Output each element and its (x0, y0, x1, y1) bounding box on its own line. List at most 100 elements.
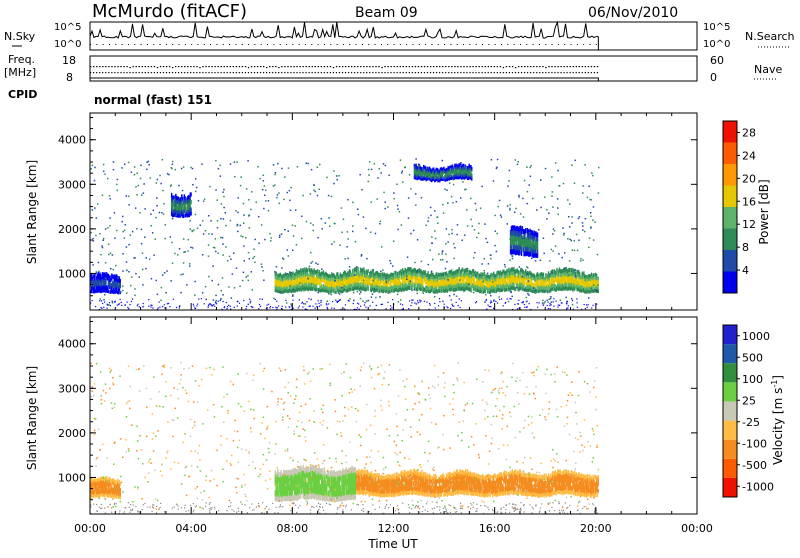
echo-speck (228, 305, 229, 306)
echo-speck (162, 190, 164, 192)
echo-speck (245, 237, 247, 239)
echo-speck (218, 284, 220, 286)
echo-cell (356, 268, 357, 272)
nave-tick-top: 60 (710, 54, 724, 67)
y-tick-label: 4000 (58, 134, 86, 147)
echo-speck (490, 300, 491, 301)
freq-dot (406, 66, 407, 67)
echo-cell (182, 197, 183, 201)
nsearch-dot (254, 44, 255, 45)
echo-speck (320, 302, 322, 304)
echo-cell (335, 290, 336, 293)
echo-speck (365, 228, 367, 230)
freq-dot (412, 66, 413, 67)
echo-speck (164, 307, 165, 308)
freq-dot (184, 66, 185, 67)
nsearch-dot (394, 44, 395, 45)
echo-speck (263, 180, 265, 182)
echo-speck (428, 264, 430, 266)
echo-speck (232, 273, 234, 275)
echo-speck (584, 304, 585, 305)
echo-speck (379, 296, 381, 298)
echo-speck (107, 227, 109, 229)
echo-cell (394, 474, 395, 478)
echo-speck (587, 304, 588, 305)
echo-speck (490, 302, 491, 303)
echo-speck (256, 201, 257, 203)
echo-speck (215, 295, 217, 297)
freq-dot (230, 66, 231, 67)
echo-speck (204, 303, 205, 304)
nave-dot (403, 72, 404, 73)
freq-dot (573, 66, 574, 67)
nave-dot (442, 72, 443, 73)
echo-speck (268, 210, 270, 212)
echo-speck (102, 303, 103, 304)
echo-speck (529, 232, 531, 234)
echo-speck (210, 304, 211, 305)
echo-speck (500, 215, 502, 217)
echo-speck (372, 269, 374, 271)
nave-dot (233, 72, 234, 73)
echo-speck (385, 278, 387, 280)
echo-speck (591, 172, 593, 174)
nsearch-dot (469, 44, 470, 45)
freq-dot (132, 66, 133, 67)
freq-dot (248, 67, 249, 68)
echo-speck (281, 168, 283, 170)
echo-cell (120, 285, 121, 288)
freq-dot (281, 66, 282, 67)
echo-speck (373, 288, 375, 290)
nave-dot (296, 72, 297, 73)
echo-speck (408, 197, 410, 199)
y-tick-label: 3000 (58, 178, 86, 191)
echo-speck (310, 252, 312, 254)
echo-speck (211, 304, 212, 305)
echo-speck (120, 299, 121, 300)
echo-speck (198, 299, 199, 300)
echo-speck (575, 269, 577, 271)
echo-speck (445, 268, 447, 270)
nsearch-dot (419, 44, 420, 45)
echo-speck (94, 180, 96, 182)
echo-speck (371, 296, 373, 298)
echo-speck (114, 237, 116, 239)
echo-speck (103, 171, 105, 173)
freq-dot (472, 66, 473, 67)
echo-speck (490, 306, 491, 307)
echo-speck (211, 233, 213, 235)
nsearch-dot (191, 44, 192, 45)
freq-dot (157, 67, 158, 68)
nsearch-dot (267, 44, 268, 45)
echo-speck (284, 229, 286, 231)
echo-speck (589, 237, 591, 239)
echo-speck (183, 166, 185, 168)
echo-speck (358, 303, 359, 304)
echo-speck (440, 172, 442, 174)
echo-speck (171, 168, 173, 170)
echo-speck (333, 170, 335, 172)
echo-speck (290, 272, 292, 274)
echo-speck (142, 306, 143, 307)
echo-speck (373, 280, 375, 282)
echo-speck (577, 307, 578, 308)
freq-dot (509, 66, 510, 67)
echo-speck (171, 242, 173, 244)
nsearch-dot (229, 44, 230, 45)
echo-speck (575, 275, 577, 277)
echo-speck (409, 300, 410, 301)
nave-dot (299, 72, 300, 73)
echo-speck (273, 164, 275, 166)
echo-speck (215, 251, 217, 253)
freq-dot (105, 66, 106, 67)
nave-dot (560, 72, 561, 73)
echo-speck (451, 229, 453, 231)
echo-speck (153, 210, 155, 212)
echo-speck (101, 245, 103, 247)
echo-speck (476, 301, 477, 302)
echo-speck (571, 216, 573, 218)
echo-speck (172, 161, 174, 163)
echo-speck (279, 292, 281, 294)
echo-speck (333, 183, 335, 185)
echo-speck (137, 304, 138, 305)
